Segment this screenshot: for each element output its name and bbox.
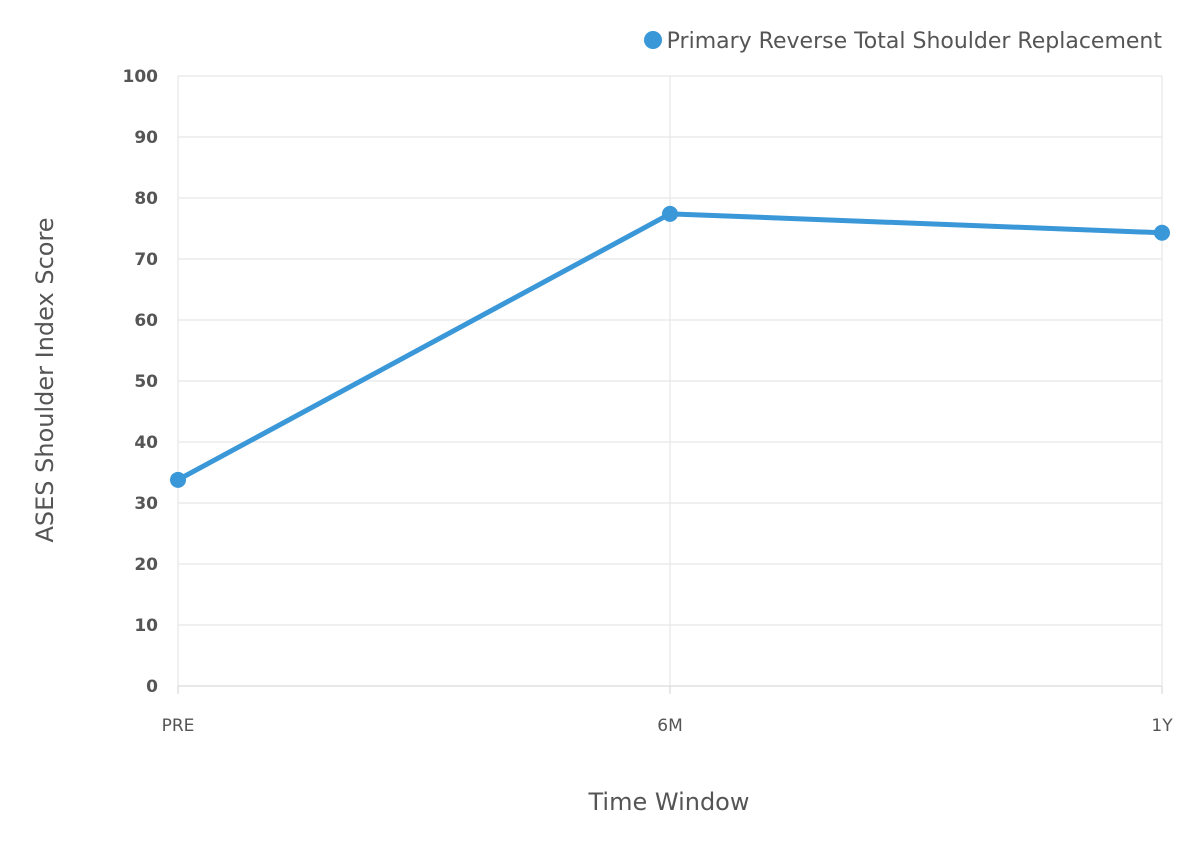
y-tick-label: 100 [123,67,159,87]
legend-label: Primary Reverse Total Shoulder Replaceme… [667,29,1163,54]
y-tick-label: 20 [134,555,158,575]
y-tick-label: 0 [146,677,158,697]
y-tick-label: 40 [134,433,158,453]
x-tick-label: 1Y [1151,716,1173,736]
x-axis-title: Time Window [588,788,750,816]
y-tick-label: 30 [134,494,158,514]
data-point[interactable] [662,205,678,222]
y-axis-title: ASES Shoulder Index Score [31,217,59,542]
data-point[interactable] [170,471,186,488]
x-tick-label: 6M [657,716,682,736]
y-tick-label: 50 [134,372,158,392]
legend[interactable]: Primary Reverse Total Shoulder Replaceme… [644,29,1162,54]
data-point[interactable] [1154,224,1170,241]
y-tick-label: 10 [134,616,158,636]
y-tick-label: 60 [134,311,158,331]
y-tick-label: 80 [134,189,158,209]
y-axis-ticks: 0 10 20 30 40 50 60 70 80 90 100 [123,67,159,697]
y-tick-label: 90 [134,128,158,148]
series-layer [170,205,1170,488]
legend-marker [644,31,662,49]
x-tick-label: PRE [162,716,195,736]
grid [177,75,1163,694]
x-axis-ticks: PRE 6M 1Y [162,716,1174,736]
y-tick-label: 70 [134,250,158,270]
